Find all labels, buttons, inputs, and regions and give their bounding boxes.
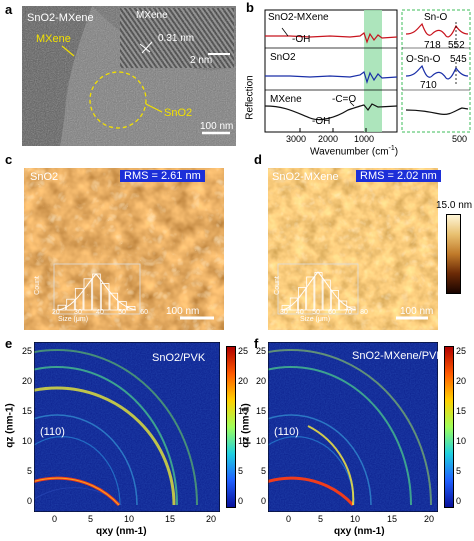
- mxene-arrow-label: MXene: [36, 33, 71, 45]
- afm-colorbar: [446, 214, 461, 294]
- sno2-arrow-label: SnO2: [164, 107, 193, 119]
- ftir-xtick-2000: 2000: [318, 134, 339, 144]
- hist-bar: [126, 305, 136, 311]
- giwaxs-f-title: SnO2-MXene/PVK: [352, 350, 444, 362]
- hist-bar: [83, 278, 93, 311]
- ftir-peak-552: 552: [448, 40, 465, 51]
- ftir-label-sno2-mxene: SnO2-MXene: [268, 12, 329, 23]
- giwaxs-e-colorbar: [226, 346, 236, 508]
- giwaxs-sno2-pvk: [34, 342, 220, 512]
- giwaxs-e-xticks: 0 5 10 15 20: [52, 514, 216, 524]
- ftir-co-peak: -C=O: [332, 94, 357, 105]
- giwaxs-e-title: SnO2/PVK: [152, 352, 206, 364]
- ftir-xtick-500: 500: [452, 134, 468, 144]
- afm-d-rms: RMS = 2.02 nm: [356, 170, 441, 182]
- hist-bar: [339, 300, 348, 311]
- panel-label-b: b: [246, 0, 254, 15]
- giwaxs-e-peak: (110): [40, 426, 65, 438]
- panel-label-d: d: [254, 152, 262, 167]
- afm-image-sno2-mxene: [268, 168, 438, 330]
- ftir-plot: [264, 9, 471, 133]
- ftir-y-label: Reflection: [244, 75, 256, 120]
- giwaxs-e-cbar-ticks: 25 20 15 10 5 0: [238, 346, 249, 506]
- hist-bar: [330, 290, 339, 311]
- afm-d-hist-ylabel: Count: [273, 276, 281, 295]
- hist-bar: [100, 283, 110, 311]
- ftir-label-mxene: MXene: [270, 94, 302, 105]
- giwaxs-e-ylabel: qz (nm-1): [4, 403, 16, 448]
- ftir-peak-718: 718: [424, 40, 441, 51]
- ftir-x-label: Wavenumber (cm-1): [310, 145, 399, 158]
- hist-bar: [306, 276, 315, 311]
- panel-label-c: c: [5, 152, 13, 167]
- giwaxs-f-peak: (110): [274, 426, 299, 438]
- afm-image-sno2: [24, 168, 224, 330]
- afm-d-hist-xticks: 30 40 50 60 70 80: [280, 309, 368, 316]
- afm-d-scale-label: 100 nm: [400, 306, 434, 317]
- afm-c-title: SnO2: [30, 171, 59, 183]
- afm-d-hist-xlabel: Size (μm): [300, 316, 331, 323]
- hist-bar: [281, 305, 290, 311]
- ftir-xtick-1000: 1000: [354, 134, 375, 144]
- tem-inset-label: MXene: [136, 10, 168, 21]
- ftir-peak-545: 545: [450, 54, 467, 65]
- ftir-osno-label: O-Sn-O: [406, 54, 441, 65]
- ftir-oh-peak-2: -OH: [312, 116, 331, 127]
- tem-image: [22, 6, 236, 146]
- giwaxs-f-ylabel: qz (nm-1): [240, 403, 252, 448]
- giwaxs-e-xlabel: qxy (nm-1): [96, 526, 147, 537]
- hist-bar: [74, 288, 84, 311]
- tem-title: SnO2-MXene: [27, 12, 94, 24]
- ftir-xtick-3000: 3000: [286, 134, 307, 144]
- inset-scale-bar-label: 2 nm: [190, 55, 213, 66]
- afm-d-title: SnO2-MXene: [272, 171, 339, 183]
- panel-label-a: a: [5, 2, 13, 17]
- hist-bar: [289, 297, 298, 311]
- panel-label-f: f: [254, 336, 259, 351]
- afm-c-hist-ylabel: Count: [33, 276, 41, 295]
- hist-bar: [347, 306, 356, 311]
- tem-scale-bar-label: 100 nm: [200, 121, 234, 132]
- giwaxs-sno2-mxene-pvk: [268, 342, 438, 512]
- hist-bar: [118, 301, 127, 311]
- giwaxs-f-cbar-ticks: 25 20 15 10 5 0: [456, 346, 467, 506]
- hist-bar: [109, 292, 119, 311]
- giwaxs-f-colorbar: [444, 346, 454, 508]
- hist-bars-c: [57, 273, 136, 311]
- afm-c-scale-label: 100 nm: [166, 306, 200, 317]
- ftir-label-sno2: SnO2: [270, 52, 296, 63]
- giwaxs-f-xticks: 0 5 10 15 20: [286, 514, 434, 524]
- ftir-peak-710: 710: [420, 80, 437, 91]
- giwaxs-e-yticks: 25 20 15 10 5 0: [21, 346, 32, 506]
- panel-label-e: e: [5, 336, 13, 351]
- afm-colorbar-label: 15.0 nm: [436, 200, 473, 211]
- ftir-oh-peak-1: -OH: [292, 34, 311, 45]
- lattice-spacing: 0.31 nm: [158, 33, 195, 44]
- afm-c-rms: RMS = 2.61 nm: [120, 170, 205, 182]
- hist-bar: [66, 298, 75, 311]
- afm-c-hist-xticks: 20 30 40 50 60: [52, 309, 148, 316]
- giwaxs-f-xlabel: qxy (nm-1): [334, 526, 385, 537]
- afm-c-hist-xlabel: Size (μm): [58, 316, 89, 323]
- hist-bar: [322, 279, 331, 311]
- giwaxs-f-yticks: 25 20 15 10 5 0: [255, 346, 266, 506]
- ftir-sno-label: Sn-O: [424, 12, 448, 23]
